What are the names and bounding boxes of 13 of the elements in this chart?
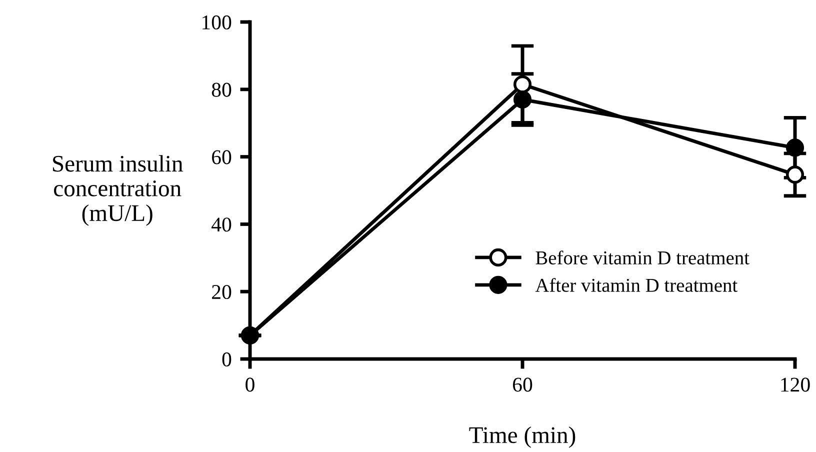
legend-label: After vitamin D treatment [535, 278, 738, 292]
y-tick-label: 100 [202, 15, 232, 30]
x-tick-label: 60 [512, 378, 532, 392]
y-tick-label: 60 [212, 150, 232, 164]
x-axis-title: Time (min) [469, 426, 576, 448]
legend-label: Before vitamin D treatment [536, 250, 750, 264]
y-tick-label: 0 [222, 352, 232, 366]
y-axis-title: Serum insulin concentration (mU/L) [53, 155, 183, 226]
x-tick-label: 0 [246, 378, 254, 392]
y-tick-label: 20 [212, 284, 232, 300]
y-tick-label: 80 [212, 82, 232, 97]
x-tick-label: 120 [781, 378, 810, 392]
y-tick-label: 40 [212, 218, 232, 232]
